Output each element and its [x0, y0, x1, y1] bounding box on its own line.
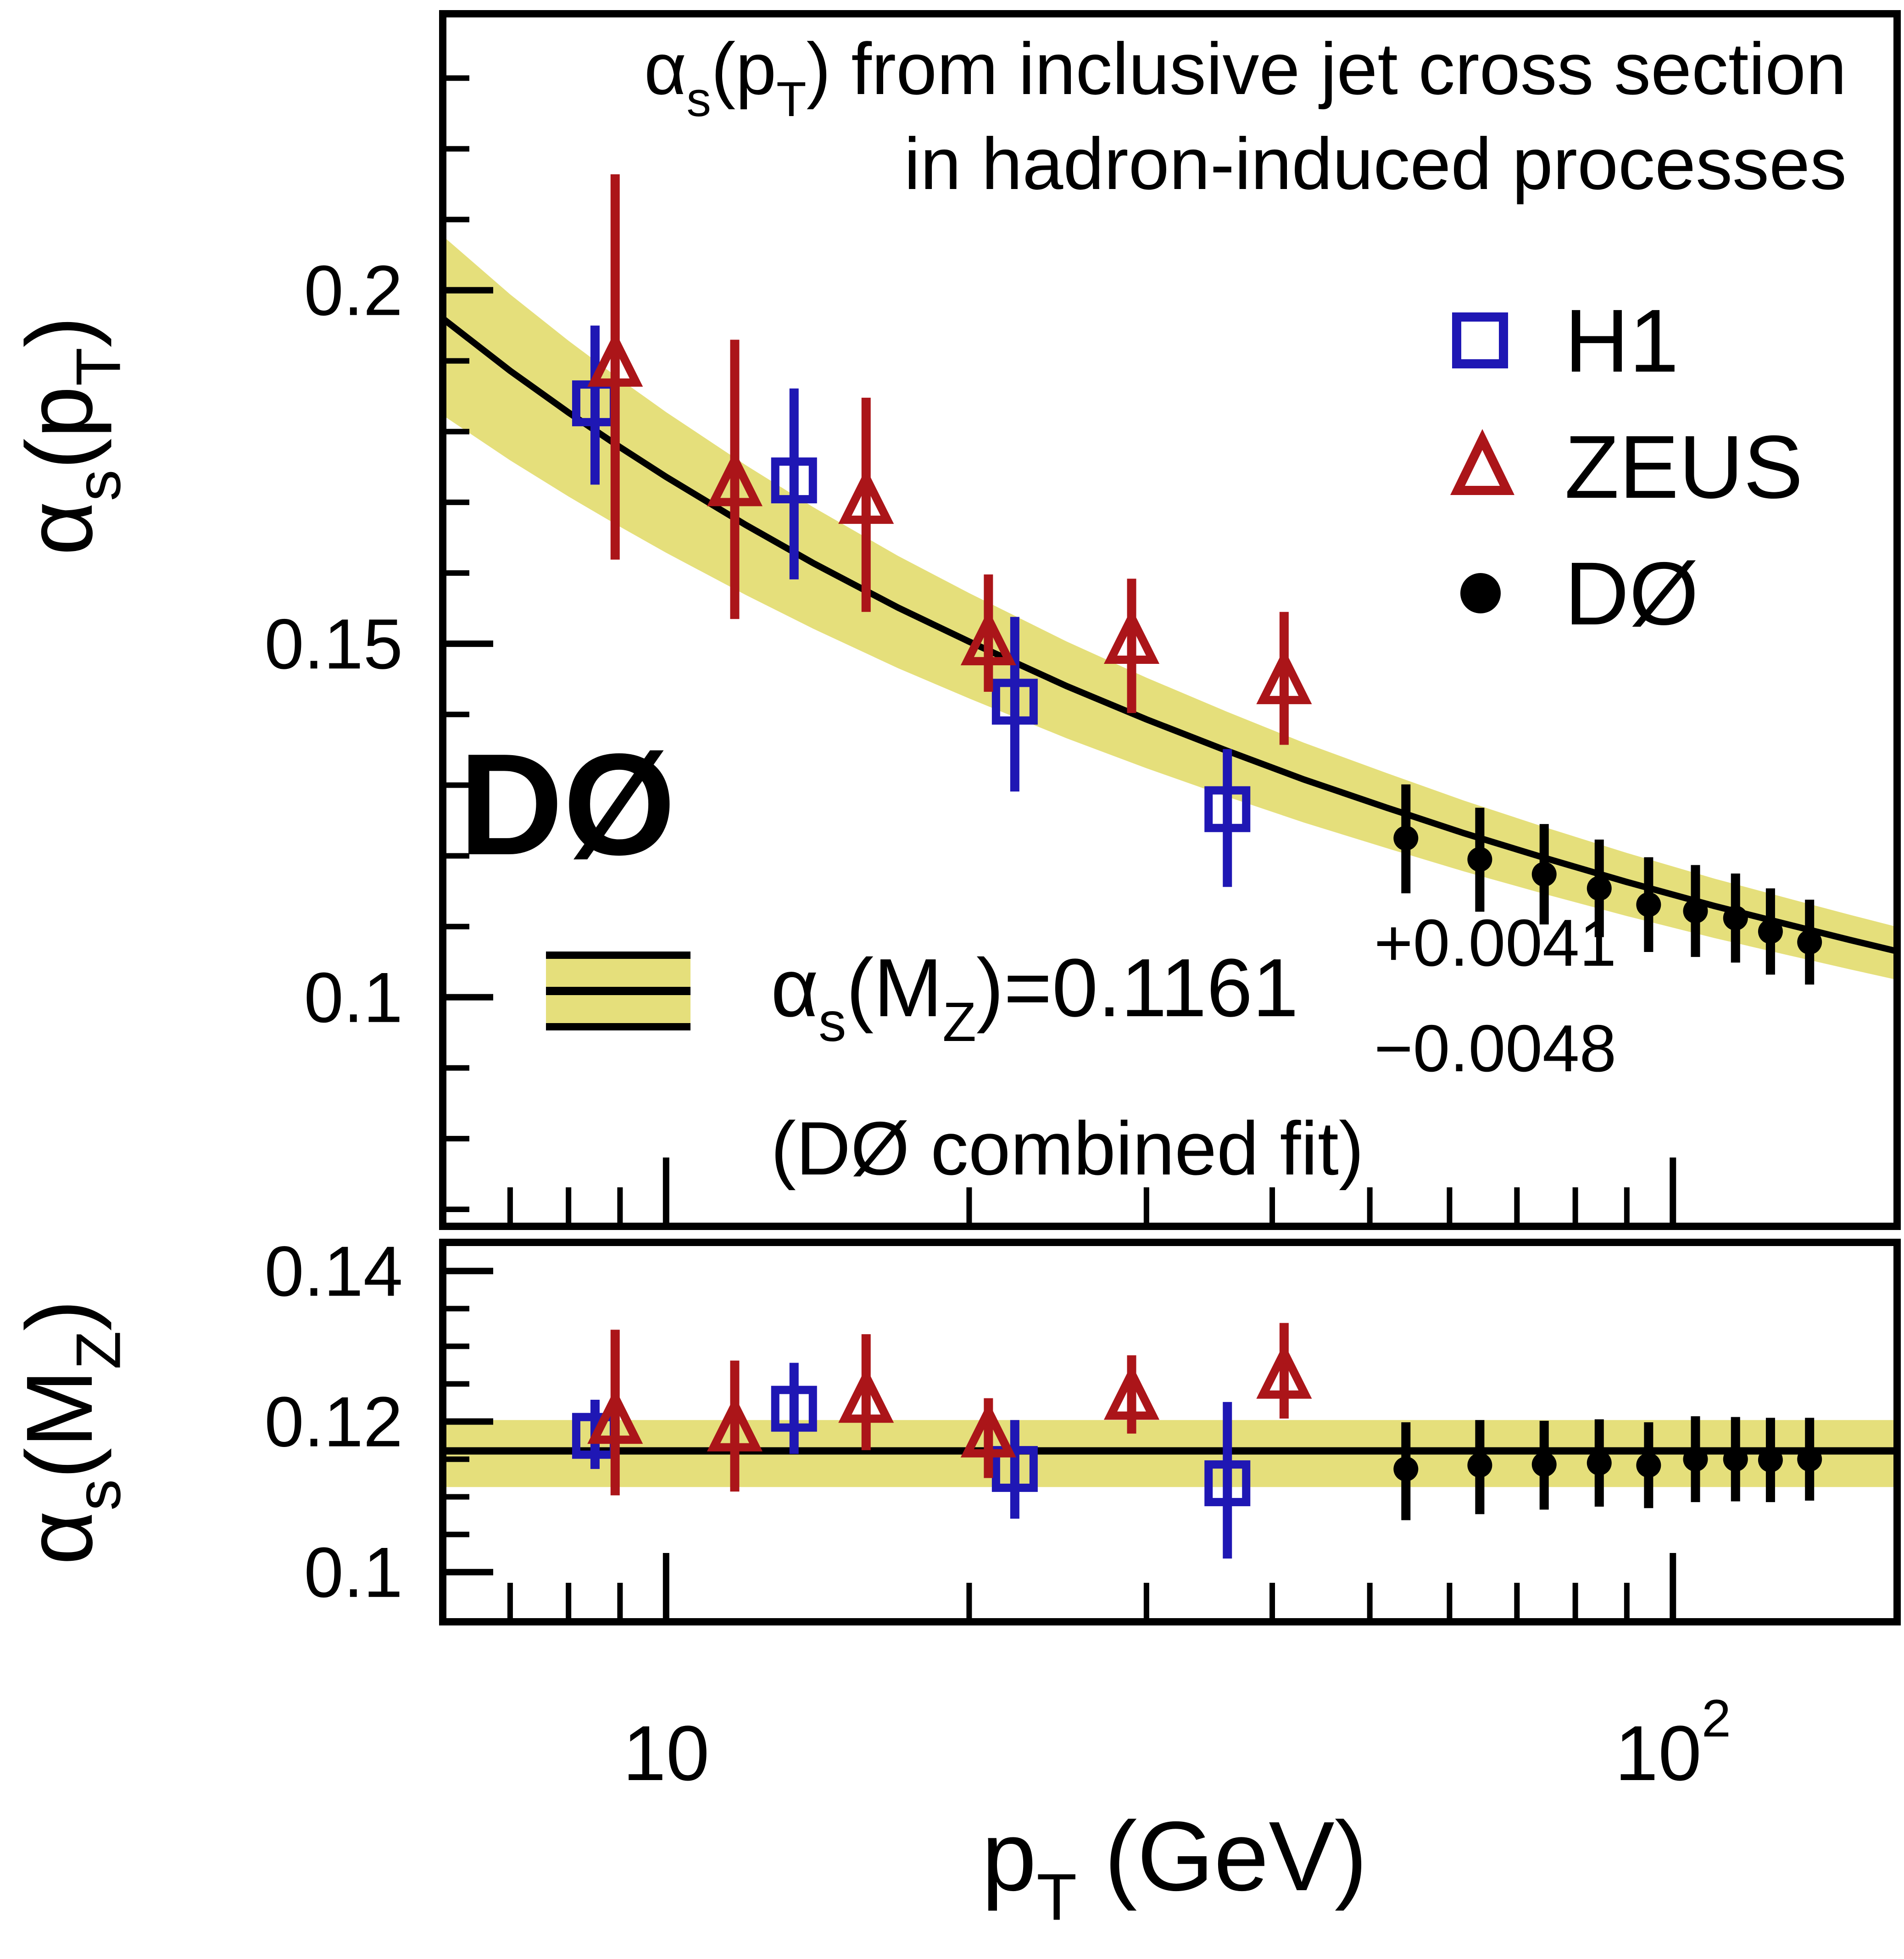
filled-circle-marker: [1723, 906, 1748, 931]
d0-filled-circle-icon: [1460, 573, 1501, 613]
filled-circle-marker: [1531, 862, 1557, 887]
zeus-open-triangle-icon: [1450, 429, 1514, 495]
filled-circle-marker: [1758, 1447, 1783, 1473]
open-triangle-marker: [960, 1402, 1016, 1458]
open-triangle-marker: [838, 468, 894, 524]
legend-label-h1: H1: [1564, 291, 1679, 391]
theory-uncertainty-band: [443, 236, 1897, 980]
annotation-error-up: +0.0041: [1374, 906, 1616, 980]
legend-label-d0: DØ: [1564, 544, 1699, 644]
filled-circle-marker: [1758, 919, 1783, 944]
top-panel: [440, 174, 1898, 985]
open-triangle-marker: [587, 331, 643, 387]
open-square-marker: [771, 457, 817, 504]
x-axis-title: pT (GeV): [982, 1801, 1368, 1934]
y-tick-label: 0.15: [264, 604, 403, 684]
d0-watermark: DØ: [459, 723, 676, 885]
series-h1: [572, 325, 1251, 887]
open-triangle-marker: [587, 1388, 643, 1444]
chart-title-line2: in hadron-induced processes: [904, 122, 1847, 205]
legend: H1 ZEUS DØ: [1450, 291, 1803, 644]
fit-annotation: +0.0041 −0.0048 (DØ combined fit): [546, 906, 1616, 1191]
filled-circle-marker: [1587, 876, 1612, 901]
y-tick-label: 0.1: [304, 958, 403, 1037]
bottom-panel: [443, 1323, 1897, 1559]
open-triangle-marker: [960, 610, 1016, 666]
open-triangle-marker: [1103, 1364, 1160, 1420]
bottom-panel-frame: [439, 1239, 1901, 1625]
open-triangle-marker: [838, 1367, 894, 1423]
filled-circle-marker: [1393, 1456, 1419, 1481]
filled-circle-marker: [1797, 929, 1822, 955]
top-y-axis-title: αs(pT): [7, 316, 134, 556]
y-tick-label: 0.12: [264, 1382, 403, 1462]
filled-circle-marker: [1723, 1447, 1748, 1472]
filled-circle-marker: [1467, 847, 1492, 872]
filled-circle-marker: [1797, 1447, 1822, 1472]
x-tick-label: 102: [1615, 1689, 1731, 1797]
theory-curve: [440, 316, 1898, 955]
filled-circle-marker: [1636, 1453, 1661, 1478]
open-square-marker: [991, 1446, 1038, 1492]
y-tick-label: 0.14: [264, 1231, 403, 1311]
open-square-marker: [1204, 786, 1251, 832]
filled-circle-marker: [1587, 1450, 1612, 1475]
open-square-marker: [991, 679, 1038, 725]
open-triangle-marker: [707, 1396, 763, 1452]
filled-circle-marker: [1393, 825, 1419, 851]
series-zeus: [587, 1323, 1312, 1496]
open-triangle-marker: [1256, 648, 1312, 704]
annotation-caption: (DØ combined fit): [771, 1106, 1364, 1191]
top-panel-frame: [439, 10, 1901, 1230]
legend-label-zeus: ZEUS: [1564, 417, 1803, 517]
filled-circle-marker: [1636, 892, 1661, 917]
open-triangle-marker: [1256, 1343, 1312, 1399]
chart-title-line1: αs(pT) from inclusive jet cross section: [644, 28, 1847, 127]
series-d: [1393, 784, 1822, 985]
annotation-fit-value: αs(MZ)=0.1161: [771, 942, 1298, 1053]
y-tick-label: 0.2: [304, 251, 403, 330]
y-tick-label: 0.1: [304, 1533, 403, 1612]
axes: 0.1 0.15 0.2 0.1 0.12 0.14 10 102: [264, 10, 1901, 1797]
filled-circle-marker: [1531, 1452, 1557, 1477]
open-square-marker: [771, 1386, 817, 1432]
x-tick-label: 10: [623, 1710, 709, 1797]
series-d: [1393, 1416, 1822, 1520]
filled-circle-marker: [1683, 898, 1708, 924]
series-zeus: [587, 174, 1312, 745]
open-triangle-marker: [707, 451, 763, 506]
open-square-marker: [1204, 1460, 1251, 1507]
filled-circle-marker: [1467, 1453, 1492, 1478]
open-triangle-marker: [1103, 608, 1160, 664]
rich-text-labels: αs(pT) from inclusive jet cross sectioni…: [7, 28, 1847, 1934]
h1-open-square-icon: [1452, 312, 1508, 368]
filled-circle-marker: [1683, 1447, 1708, 1472]
bottom-y-axis-title: αs(MZ): [7, 1300, 134, 1565]
annotation-error-down: −0.0048: [1374, 1011, 1616, 1085]
